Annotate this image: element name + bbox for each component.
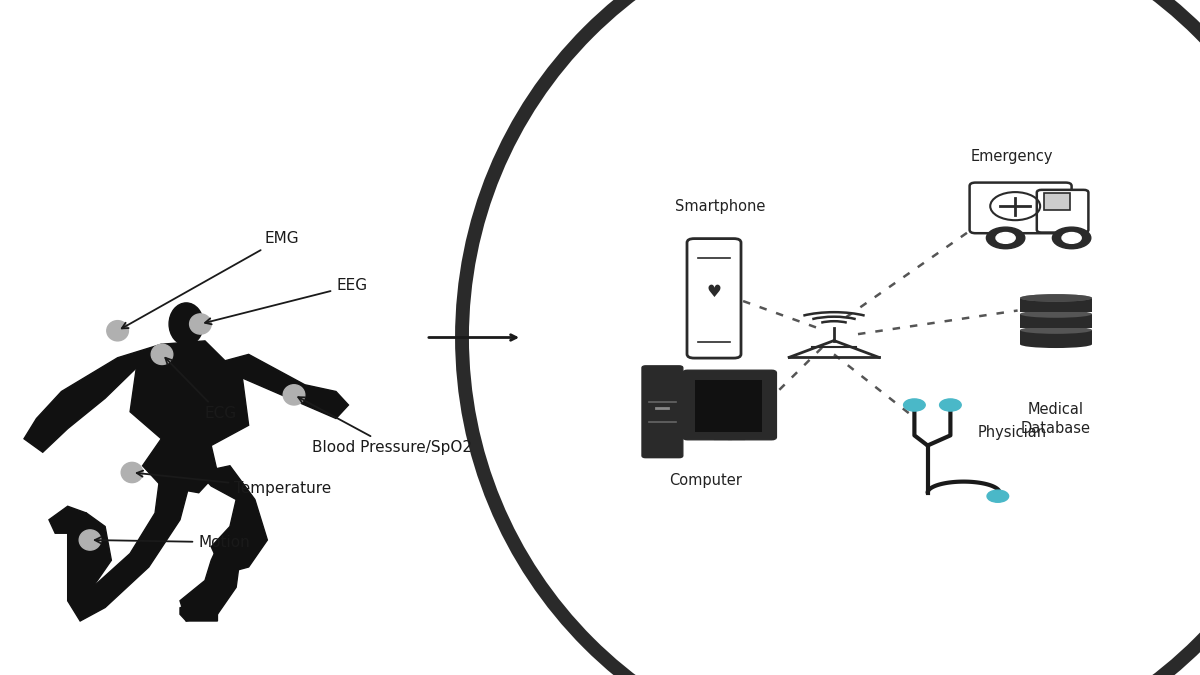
Circle shape bbox=[986, 227, 1025, 249]
Circle shape bbox=[988, 490, 1009, 502]
Bar bbox=[1044, 194, 1070, 210]
Text: Medical
Database: Medical Database bbox=[1021, 402, 1091, 437]
Polygon shape bbox=[49, 506, 86, 533]
Text: Emergency: Emergency bbox=[971, 149, 1052, 164]
Circle shape bbox=[1052, 227, 1091, 249]
Text: Temperature: Temperature bbox=[137, 470, 331, 495]
Circle shape bbox=[904, 399, 925, 411]
Ellipse shape bbox=[121, 462, 143, 483]
FancyBboxPatch shape bbox=[642, 366, 683, 458]
Polygon shape bbox=[67, 513, 112, 601]
Circle shape bbox=[996, 232, 1015, 244]
Ellipse shape bbox=[1020, 340, 1092, 348]
Bar bbox=[1020, 330, 1092, 344]
Polygon shape bbox=[180, 540, 242, 621]
FancyBboxPatch shape bbox=[970, 183, 1072, 234]
Ellipse shape bbox=[283, 385, 305, 405]
Text: ECG: ECG bbox=[166, 358, 236, 421]
Ellipse shape bbox=[151, 344, 173, 364]
Text: Smartphone: Smartphone bbox=[674, 199, 766, 214]
Polygon shape bbox=[211, 354, 348, 418]
Text: Blood Pressure/SpO2: Blood Pressure/SpO2 bbox=[299, 397, 472, 455]
Ellipse shape bbox=[1020, 310, 1092, 318]
FancyBboxPatch shape bbox=[683, 370, 776, 440]
Ellipse shape bbox=[107, 321, 128, 341]
Ellipse shape bbox=[79, 530, 101, 550]
Circle shape bbox=[940, 399, 961, 411]
Text: ♥: ♥ bbox=[707, 283, 721, 300]
Text: Computer: Computer bbox=[670, 472, 742, 487]
Ellipse shape bbox=[1020, 326, 1092, 334]
FancyBboxPatch shape bbox=[686, 238, 742, 358]
Text: EEG: EEG bbox=[205, 278, 367, 324]
Ellipse shape bbox=[169, 303, 204, 345]
Text: EMG: EMG bbox=[121, 231, 299, 329]
Ellipse shape bbox=[1020, 294, 1092, 302]
Circle shape bbox=[1062, 232, 1081, 244]
Polygon shape bbox=[199, 466, 268, 574]
Text: Motion: Motion bbox=[95, 535, 250, 549]
FancyBboxPatch shape bbox=[1037, 190, 1088, 232]
Bar bbox=[1020, 298, 1092, 312]
Ellipse shape bbox=[190, 314, 211, 334]
Polygon shape bbox=[130, 341, 248, 446]
Bar bbox=[1020, 314, 1092, 328]
Polygon shape bbox=[143, 439, 217, 493]
Ellipse shape bbox=[1020, 294, 1092, 302]
Text: Physician: Physician bbox=[978, 425, 1048, 439]
Bar bbox=[695, 379, 762, 432]
Polygon shape bbox=[24, 344, 161, 452]
Polygon shape bbox=[67, 466, 192, 621]
Polygon shape bbox=[180, 608, 217, 621]
